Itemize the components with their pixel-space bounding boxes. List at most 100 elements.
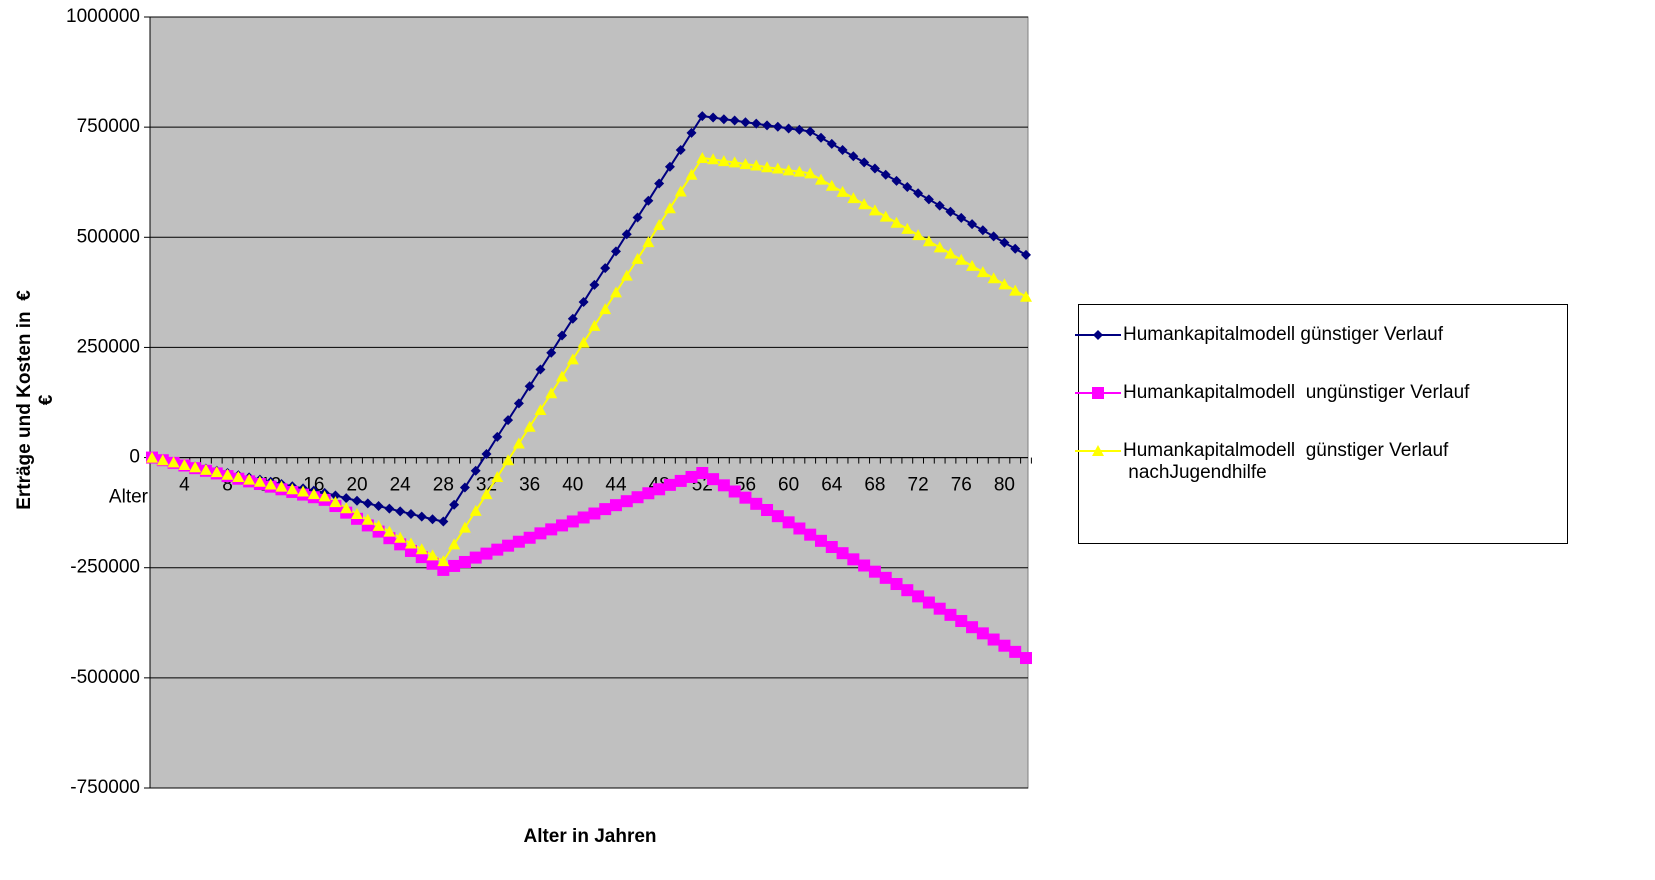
marker bbox=[502, 454, 515, 466]
marker bbox=[384, 503, 395, 514]
legend: Humankapitalmodell günstiger Verlauf Huma… bbox=[1075, 304, 1568, 544]
marker bbox=[696, 151, 709, 163]
marker bbox=[901, 222, 914, 234]
marker bbox=[663, 478, 676, 491]
marker bbox=[427, 514, 438, 525]
marker bbox=[901, 584, 914, 597]
x-tick-label: 4 bbox=[179, 475, 190, 496]
marker bbox=[793, 522, 806, 535]
x-tick-label: 80 bbox=[994, 475, 1015, 496]
marker bbox=[534, 403, 547, 415]
marker bbox=[814, 534, 827, 547]
marker bbox=[761, 161, 774, 173]
x-tick-label: 68 bbox=[864, 475, 885, 496]
marker bbox=[987, 272, 1000, 284]
x-tick-label: 20 bbox=[346, 475, 367, 496]
marker bbox=[512, 437, 525, 449]
marker bbox=[891, 175, 902, 186]
marker bbox=[1021, 249, 1031, 260]
marker bbox=[771, 162, 784, 174]
marker bbox=[825, 541, 838, 554]
marker bbox=[933, 241, 946, 253]
marker bbox=[448, 538, 461, 550]
marker bbox=[512, 535, 525, 548]
marker bbox=[955, 253, 968, 265]
marker bbox=[880, 169, 891, 180]
legend-entry: Humankapitalmodell ungünstiger Verlauf bbox=[1075, 381, 1559, 425]
marker bbox=[751, 118, 762, 129]
marker bbox=[804, 167, 817, 179]
marker bbox=[351, 507, 364, 519]
marker bbox=[1010, 243, 1021, 254]
marker bbox=[847, 192, 860, 204]
marker bbox=[491, 543, 504, 556]
marker bbox=[156, 454, 169, 466]
x-tick-label: Alter bbox=[109, 487, 149, 508]
marker bbox=[275, 480, 288, 492]
marker bbox=[286, 483, 299, 495]
marker bbox=[761, 503, 774, 516]
marker bbox=[675, 145, 686, 156]
marker bbox=[944, 247, 957, 259]
marker bbox=[1092, 445, 1104, 456]
marker bbox=[976, 266, 989, 278]
marker bbox=[739, 158, 752, 170]
marker bbox=[848, 151, 859, 162]
marker bbox=[426, 549, 439, 561]
marker bbox=[966, 621, 979, 634]
marker bbox=[890, 578, 903, 591]
y-tick-label: -500000 bbox=[70, 667, 140, 688]
marker bbox=[967, 219, 978, 230]
legend-label: Humankapitalmodell günstiger Verlauf bbox=[1123, 324, 1444, 345]
marker bbox=[566, 353, 579, 365]
marker bbox=[395, 506, 406, 517]
marker bbox=[492, 431, 503, 442]
marker bbox=[524, 381, 535, 392]
marker bbox=[221, 468, 234, 480]
marker bbox=[523, 420, 536, 432]
marker bbox=[621, 229, 632, 240]
marker bbox=[966, 259, 979, 271]
marker bbox=[804, 528, 817, 541]
marker bbox=[912, 229, 925, 241]
marker bbox=[836, 547, 849, 560]
marker bbox=[814, 173, 827, 185]
marker bbox=[210, 466, 223, 478]
marker bbox=[933, 602, 946, 615]
x-tick-label: 32 bbox=[476, 475, 497, 496]
marker bbox=[458, 555, 471, 568]
marker bbox=[868, 204, 881, 216]
legend-swatch bbox=[1075, 330, 1121, 340]
marker bbox=[654, 178, 665, 189]
marker bbox=[503, 415, 514, 426]
marker bbox=[998, 278, 1011, 290]
marker bbox=[976, 627, 989, 640]
marker bbox=[707, 153, 720, 165]
marker bbox=[361, 513, 374, 525]
marker bbox=[869, 163, 880, 174]
marker bbox=[728, 485, 741, 498]
marker bbox=[1009, 645, 1022, 658]
marker bbox=[879, 210, 892, 222]
marker bbox=[750, 497, 763, 510]
marker bbox=[879, 571, 892, 584]
legend-label: Humankapitalmodell günstiger Verlauf nac… bbox=[1123, 440, 1449, 483]
legend-entry: Humankapitalmodell günstiger Verlauf nac… bbox=[1075, 439, 1559, 483]
marker bbox=[631, 491, 644, 504]
marker bbox=[458, 521, 471, 533]
marker bbox=[609, 499, 622, 512]
marker bbox=[599, 303, 612, 315]
marker bbox=[913, 188, 924, 199]
y-tick-label: -750000 bbox=[70, 777, 140, 798]
y-tick-label: 1000000 bbox=[66, 6, 140, 27]
marker bbox=[837, 145, 848, 156]
marker bbox=[577, 336, 590, 348]
legend-entry: Humankapitalmodell günstiger Verlauf bbox=[1075, 323, 1559, 367]
marker bbox=[426, 557, 439, 570]
marker bbox=[1093, 330, 1103, 340]
x-tick-label: 8 bbox=[222, 475, 233, 496]
marker bbox=[620, 269, 633, 281]
x-tick-label: 40 bbox=[562, 475, 583, 496]
